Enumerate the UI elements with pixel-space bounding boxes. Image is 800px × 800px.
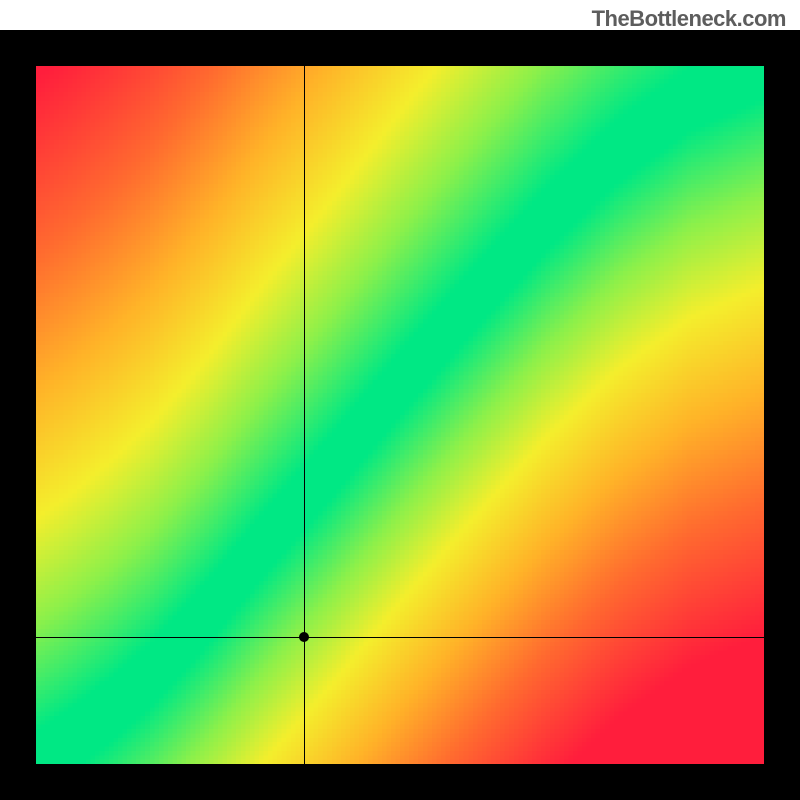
chart-frame [0,30,800,800]
heatmap-canvas [36,66,764,764]
crosshair-horizontal [36,637,764,638]
selection-marker [299,632,309,642]
crosshair-vertical [304,66,305,764]
heatmap-plot [36,66,764,764]
watermark-text: TheBottleneck.com [592,6,786,32]
